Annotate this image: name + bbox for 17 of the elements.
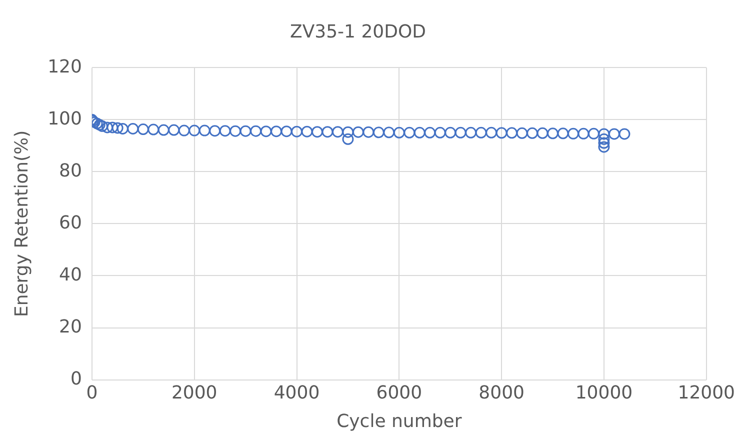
x-tick-label: 0 — [86, 382, 98, 404]
x-tick-label: 12000 — [678, 382, 735, 404]
y-tick-label: 40 — [59, 264, 82, 286]
x-tick-label: 10000 — [575, 382, 633, 404]
y-tick-label: 100 — [48, 108, 82, 130]
y-tick-label: 0 — [70, 368, 82, 390]
y-axis-title: Energy Retention(%) — [11, 130, 32, 318]
x-tick-label: 6000 — [376, 382, 422, 404]
y-tick-label: 120 — [48, 56, 82, 78]
x-axis-title: Cycle number — [336, 410, 462, 432]
y-tick-label: 80 — [59, 160, 82, 182]
x-tick-label: 8000 — [478, 382, 524, 404]
y-tick-label: 60 — [59, 212, 82, 234]
y-tick-label: 20 — [59, 316, 82, 338]
x-tick-label: 2000 — [171, 382, 218, 404]
x-tick-label: 4000 — [274, 382, 320, 404]
chart-title: ZV35-1 20DOD — [290, 21, 426, 42]
